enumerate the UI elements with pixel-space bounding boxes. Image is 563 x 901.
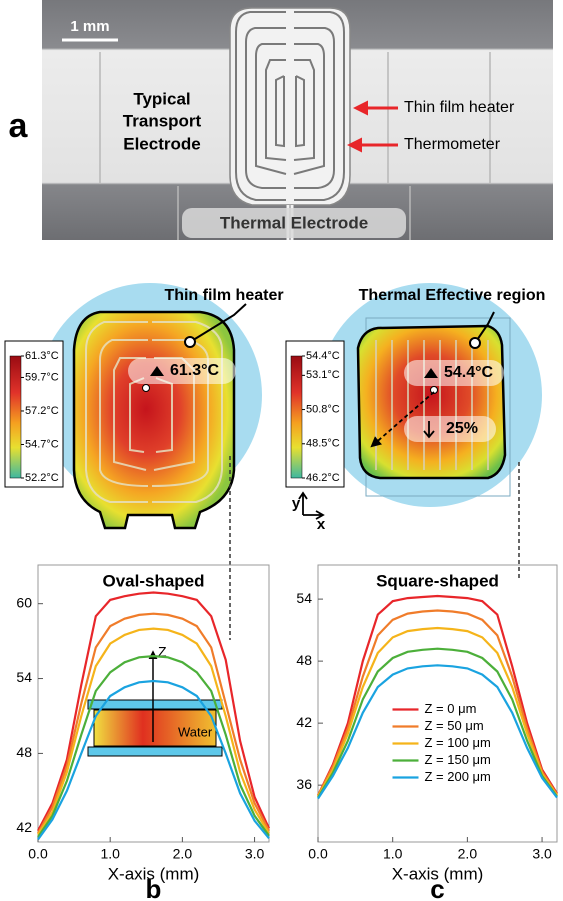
x-tick-label: 1.0: [100, 846, 120, 862]
colorbar-tick-label: 46.2°C: [306, 472, 340, 484]
colorbar-tick-label: 53.1°C: [306, 369, 340, 381]
y-tick-label: 54: [296, 590, 312, 606]
colorbar-tick-label: 59.7°C: [25, 371, 59, 383]
thermometer-label: Thermometer: [404, 136, 501, 153]
y-tick-label: 54: [16, 669, 32, 685]
colorbar-tick-label: 50.8°C: [306, 403, 340, 415]
y-tick-label: 48: [16, 744, 32, 760]
effective-region: [358, 326, 505, 478]
colorbar-tick-label: 61.3°C: [25, 350, 59, 362]
y-tick-label: 60: [16, 594, 32, 610]
heatmap-oval: 61.3°C Thin film heater 61.3°C 59.7°C 57.2…: [5, 283, 284, 528]
colorbar-tick-label: 52.2°C: [25, 472, 59, 484]
inset-plate: [88, 747, 222, 756]
electrode-label: Typical: [133, 89, 190, 108]
y-tick-label: 42: [16, 819, 32, 835]
colorbar-tick-label: 54.4°C: [306, 350, 340, 362]
colorbar: [291, 356, 302, 478]
legend-label: Z = 100 μm: [425, 735, 491, 750]
chart-title: Square-shaped: [376, 571, 499, 590]
colorbar-tick-label: 54.7°C: [25, 438, 59, 450]
reduction-label: 25%: [446, 420, 478, 437]
electrode-label: Electrode: [123, 134, 200, 153]
legend-label: Z = 150 μm: [425, 752, 491, 767]
y-tick-label: 36: [296, 776, 312, 792]
x-tick-label: 0.0: [308, 846, 328, 862]
x-tick-label: 2.0: [173, 846, 193, 862]
x-tick-label: 3.0: [532, 846, 552, 862]
peak-point: [143, 385, 150, 392]
axis-y: y: [292, 495, 301, 512]
colorbar: [10, 356, 21, 478]
scale-bar-label: 1 mm: [70, 18, 109, 35]
legend-label: Z = 50 μm: [425, 718, 484, 733]
panel-label: b: [146, 874, 162, 901]
x-tick-label: 0.0: [28, 846, 48, 862]
axis-x: x: [317, 516, 326, 533]
thermal-electrode-label: Thermal Electrode: [220, 213, 368, 232]
callout-label: Thin film heater: [164, 287, 283, 304]
peak-label: 54.4°C: [444, 364, 494, 381]
callout-dot: [185, 337, 195, 347]
inset-medium-label: Water: [178, 724, 213, 739]
colorbar-tick-label: 57.2°C: [25, 405, 59, 417]
heater-label: Thin film heater: [404, 99, 515, 116]
colorbar-tick-label: 48.5°C: [306, 438, 340, 450]
x-tick-label: 1.0: [383, 846, 403, 862]
figure: Thermal Electrode 1 mm a Typical Transpo…: [0, 0, 563, 901]
panel-a: Thermal Electrode 1 mm a Typical Transpo…: [9, 0, 553, 240]
legend-label: Z = 200 μm: [425, 769, 491, 784]
y-tick-label: 48: [296, 652, 312, 668]
panel-label: a: [9, 107, 29, 145]
y-tick-label: 42: [296, 714, 312, 730]
chart-title: Oval-shaped: [102, 571, 204, 590]
callout-label: Thermal Effective region: [359, 287, 546, 304]
legend-label: Z = 0 μm: [425, 701, 477, 716]
callout-dot: [470, 338, 480, 348]
panel-label: c: [430, 874, 444, 901]
x-tick-label: 2.0: [458, 846, 478, 862]
electrode-label: Transport: [123, 111, 202, 130]
heatmap-square: 54.4°C 25% Thermal Effective region 54.4…: [286, 283, 545, 533]
x-tick-label: 3.0: [245, 846, 265, 862]
peak-label: 61.3°C: [170, 362, 220, 379]
